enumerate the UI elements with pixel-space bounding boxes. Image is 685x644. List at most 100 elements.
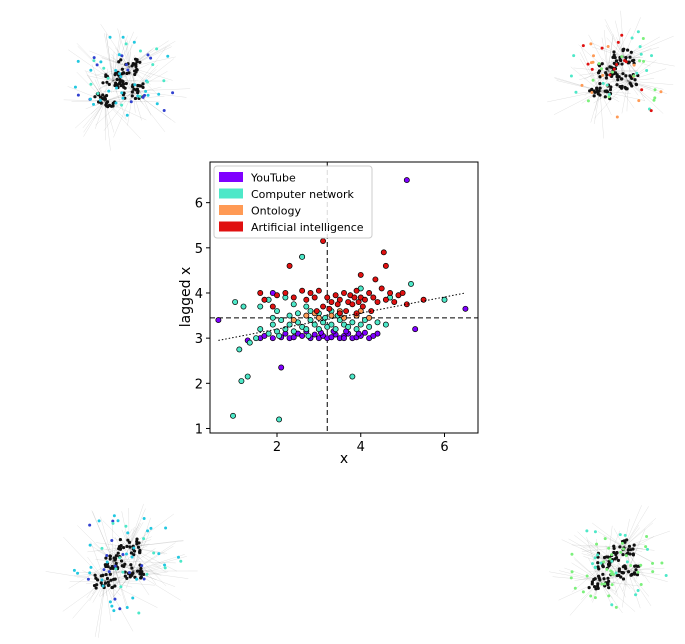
network-hub-node	[618, 545, 622, 549]
network-edge	[599, 90, 605, 96]
network-edge	[112, 80, 126, 119]
network-hub-node	[598, 81, 602, 86]
network-edge	[128, 523, 141, 548]
network-hub-node	[135, 60, 139, 64]
network-node	[125, 113, 129, 117]
network-hub-node	[136, 91, 140, 95]
legend: YouTube Computer network Ontology Artificia…	[213, 165, 373, 239]
network-node	[621, 547, 625, 551]
network-node	[645, 535, 649, 539]
data-point	[290, 294, 297, 301]
network-node	[121, 96, 125, 100]
network-edge	[623, 522, 654, 548]
network-edge	[599, 576, 620, 582]
network-hub-node	[616, 78, 620, 82]
network-hub-node	[123, 574, 127, 578]
network-hub-node	[592, 584, 597, 589]
y-tick-label: 1	[195, 422, 203, 437]
network-node	[132, 546, 136, 550]
data-point	[290, 328, 297, 335]
network-node	[157, 552, 161, 556]
network-edge	[623, 525, 639, 548]
network-edge	[98, 580, 106, 638]
network-hub-node	[590, 580, 594, 584]
data-point	[359, 303, 366, 310]
network-node	[580, 83, 584, 87]
network-node	[602, 560, 606, 564]
network-node	[620, 55, 624, 59]
network-node	[121, 570, 125, 574]
network-hub-node	[121, 71, 126, 75]
network-node	[590, 67, 594, 71]
network-edge	[599, 580, 601, 587]
network-hub-node	[93, 573, 97, 577]
data-point	[328, 312, 335, 319]
data-point	[374, 299, 381, 305]
network-hub-node	[138, 550, 142, 554]
network-edge	[104, 86, 162, 102]
network-hub-node	[101, 93, 105, 97]
network-node	[144, 89, 148, 93]
network-hub-node	[138, 84, 142, 88]
network-hub-node	[628, 55, 632, 59]
network-node	[642, 59, 646, 63]
network-node	[639, 583, 643, 587]
network-node	[638, 45, 642, 49]
network-hub-node	[605, 73, 609, 77]
network-hub-node	[593, 90, 597, 94]
data-point	[366, 323, 373, 330]
data-point	[334, 301, 341, 308]
network-node	[99, 60, 103, 64]
network-edge	[623, 546, 647, 550]
network-edge	[113, 90, 134, 138]
network-hub-node	[111, 104, 115, 108]
network-hub-node	[621, 571, 625, 575]
network-node	[645, 547, 649, 551]
network-edge	[621, 75, 629, 82]
network-node	[97, 519, 101, 523]
network-thumbnail-bottom-right	[549, 505, 671, 616]
data-point	[311, 294, 318, 301]
network-edge	[112, 560, 176, 564]
network-hub-node	[627, 544, 632, 548]
network-hub-node	[111, 101, 115, 105]
network-node	[88, 571, 92, 575]
network-node	[133, 83, 137, 87]
network-edge	[595, 560, 609, 576]
network-node	[619, 550, 623, 554]
network-edge	[604, 18, 625, 58]
network-edge	[607, 560, 628, 587]
network-edge	[101, 57, 130, 68]
data-point	[315, 287, 322, 294]
network-edge	[581, 546, 625, 552]
network-edge	[623, 527, 640, 548]
network-hub-node	[114, 561, 118, 566]
network-node	[645, 69, 649, 73]
data-point	[380, 249, 387, 256]
network-node	[600, 46, 604, 50]
network-edge	[627, 80, 664, 90]
network-edge	[586, 536, 601, 582]
network-node	[111, 519, 115, 523]
network-node	[100, 578, 104, 582]
network-edge	[593, 80, 629, 104]
data-point	[332, 326, 339, 333]
network-node	[660, 561, 664, 565]
network-edge	[102, 520, 130, 548]
network-node	[599, 561, 603, 565]
network-node	[649, 109, 653, 113]
network-edge	[95, 559, 114, 562]
network-hub-node	[633, 78, 637, 82]
network-hub-node	[596, 565, 600, 569]
network-node	[76, 59, 80, 63]
network-hub-node	[129, 551, 134, 555]
network-hub-node	[110, 564, 114, 569]
network-node	[145, 572, 149, 576]
network-edge	[112, 30, 121, 82]
data-point	[313, 308, 320, 314]
network-node	[636, 589, 640, 593]
network-edge	[95, 574, 106, 582]
data-point	[230, 412, 236, 419]
data-point	[387, 290, 394, 296]
data-point	[349, 373, 356, 380]
